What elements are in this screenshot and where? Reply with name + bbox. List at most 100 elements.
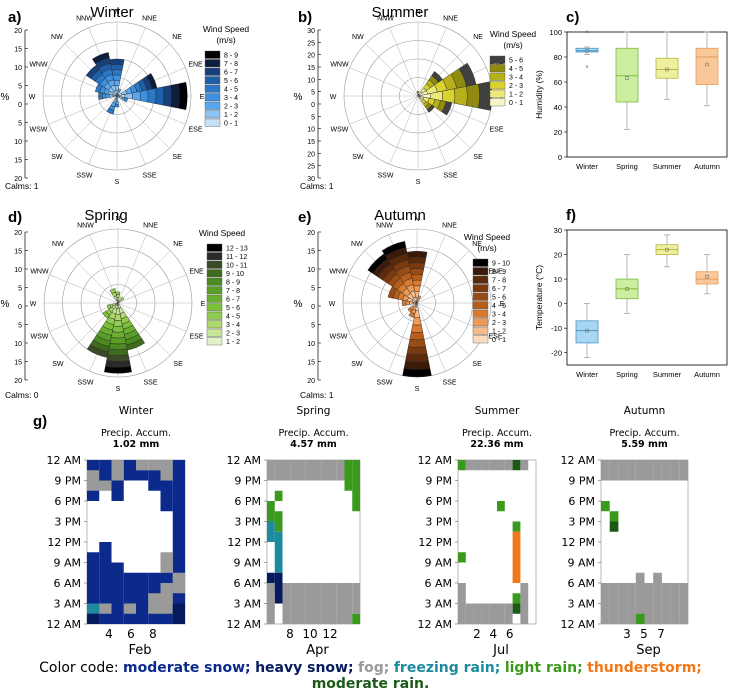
x-tick-label: 8: [149, 627, 157, 641]
mean-marker: [585, 49, 589, 53]
legend-swatch: [472, 309, 489, 318]
compass-label-nnw: NNW: [76, 15, 93, 22]
mean-marker: [665, 67, 669, 72]
rose-bar-s: [403, 360, 431, 370]
y-tick-label: 3 AM: [233, 598, 261, 611]
compass-label-se: SE: [472, 361, 482, 368]
compass-label-nnw: NNW: [377, 15, 394, 22]
heat-cell-fog: [473, 603, 482, 624]
heat-cell-fog: [627, 583, 636, 624]
compass-label-ssw: SSW: [377, 173, 393, 180]
rose-bar-s: [107, 348, 129, 356]
heat-cell-fog: [497, 603, 505, 624]
r-tick-label: 10: [307, 127, 315, 134]
polar-spoke: [49, 274, 119, 304]
heatmap-summer: Summer Precip. Accum.22.36 mm 12 AM 9 PM 6 P…: [417, 405, 537, 658]
rose-bar-e: [170, 83, 180, 109]
heat-cell-fog: [609, 583, 619, 624]
heat-cell-heavy-snow: [87, 613, 100, 624]
legend-swatch: [489, 64, 506, 73]
compass-label-nnw: NNW: [77, 222, 94, 229]
rose-bar-n: [116, 297, 120, 301]
polar-spoke: [416, 302, 470, 356]
r-tick-label: 5: [18, 323, 22, 330]
heat-cell-fog: [172, 572, 185, 594]
chart-title: Spring: [84, 207, 127, 224]
y-tick-label: 40: [554, 103, 562, 112]
heat-cell-fog: [148, 593, 161, 614]
y-tick-label: 10: [554, 275, 562, 284]
rose-bar-ese: [441, 101, 453, 116]
heat-cell-fog: [160, 460, 173, 481]
legend-title: (m/s): [503, 40, 523, 50]
rose-bar-s: [410, 324, 424, 333]
y-tick-label: 3 AM: [424, 598, 452, 611]
legend-title: Wind Speed: [490, 29, 537, 39]
legend-swatch: [204, 67, 221, 76]
calms-label: Calms: 1: [300, 390, 334, 400]
heat-cell-fog: [609, 460, 619, 481]
rose-bar-wsw: [106, 304, 112, 310]
x-tick-label: Winter: [576, 370, 598, 379]
polar-spoke: [416, 302, 446, 372]
heat-cell-fog: [520, 583, 529, 624]
heat-cell-heavy-snow: [172, 603, 185, 624]
rose-bar-n: [410, 268, 424, 276]
y-tick-label: 12 AM: [226, 454, 261, 467]
rose-bar-s: [406, 346, 428, 356]
heat-cell-fog: [489, 603, 497, 624]
polar-spoke: [65, 250, 119, 304]
heat-cell-moderate-snow: [136, 572, 149, 624]
box-plot-f: f) -20 -10 0 10 20 30 Temperature (°C) Winter Spr…: [534, 207, 728, 379]
heat-cell-fog: [458, 583, 466, 604]
y-tick-label: 60: [554, 78, 562, 87]
r-tick-label: 20: [307, 230, 315, 237]
r-tick-label: 25: [307, 164, 315, 171]
y-tick-label: -10: [551, 324, 562, 333]
heat-cell-moderate-snow: [172, 460, 185, 624]
legend-label: 0 - 1: [492, 337, 506, 344]
polar-spoke: [117, 302, 187, 332]
legend-swatch: [206, 286, 223, 295]
box-spring: [615, 47, 639, 103]
box-winter: [575, 47, 599, 53]
x-tick-label: Autumn: [694, 370, 720, 379]
rose-bar-n: [116, 294, 120, 298]
compass-label-s: S: [416, 179, 421, 186]
r-tick-label: 10: [14, 267, 22, 274]
outlier: ×: [585, 65, 589, 71]
compass-label-n: N: [114, 9, 119, 16]
heat-cell-light-rain: [458, 552, 466, 563]
rose-bar-wnw: [387, 286, 397, 299]
heat-cell-fog: [87, 470, 100, 491]
box-autumn: [695, 47, 719, 85]
compass-label-sw: SW: [351, 361, 363, 368]
heat-cell-fog: [481, 460, 490, 471]
legend-swatch: [206, 303, 223, 312]
legend-swatch: [206, 269, 223, 278]
rose-bar-se: [426, 104, 435, 113]
polar-spoke: [48, 95, 118, 125]
compass-label-nne: NNE: [442, 222, 457, 229]
panel-label: g): [33, 413, 47, 430]
heat-cell-light-rain: [267, 501, 275, 522]
compass-label-s: S: [116, 386, 121, 393]
legend-swatch: [472, 284, 489, 293]
legend-label: 4 - 5: [224, 87, 238, 94]
rose-bar-w: [105, 93, 110, 99]
heat-cell-fog: [99, 480, 112, 491]
compass-label-sw: SW: [352, 154, 364, 161]
rose-bar-s: [408, 339, 426, 348]
heat-cell-light-rain: [352, 460, 360, 512]
rose-bar-ese: [123, 97, 129, 103]
compass-label-s: S: [115, 179, 120, 186]
legend-label: 5 - 6: [226, 305, 240, 312]
polar-spoke: [417, 27, 447, 97]
legend-swatch: [472, 301, 489, 310]
legend-title: Wind Speed: [203, 24, 250, 34]
heat-cell-fog: [305, 583, 314, 624]
rose-bar-n: [417, 94, 419, 97]
legend-label: 7 - 8: [492, 278, 506, 285]
